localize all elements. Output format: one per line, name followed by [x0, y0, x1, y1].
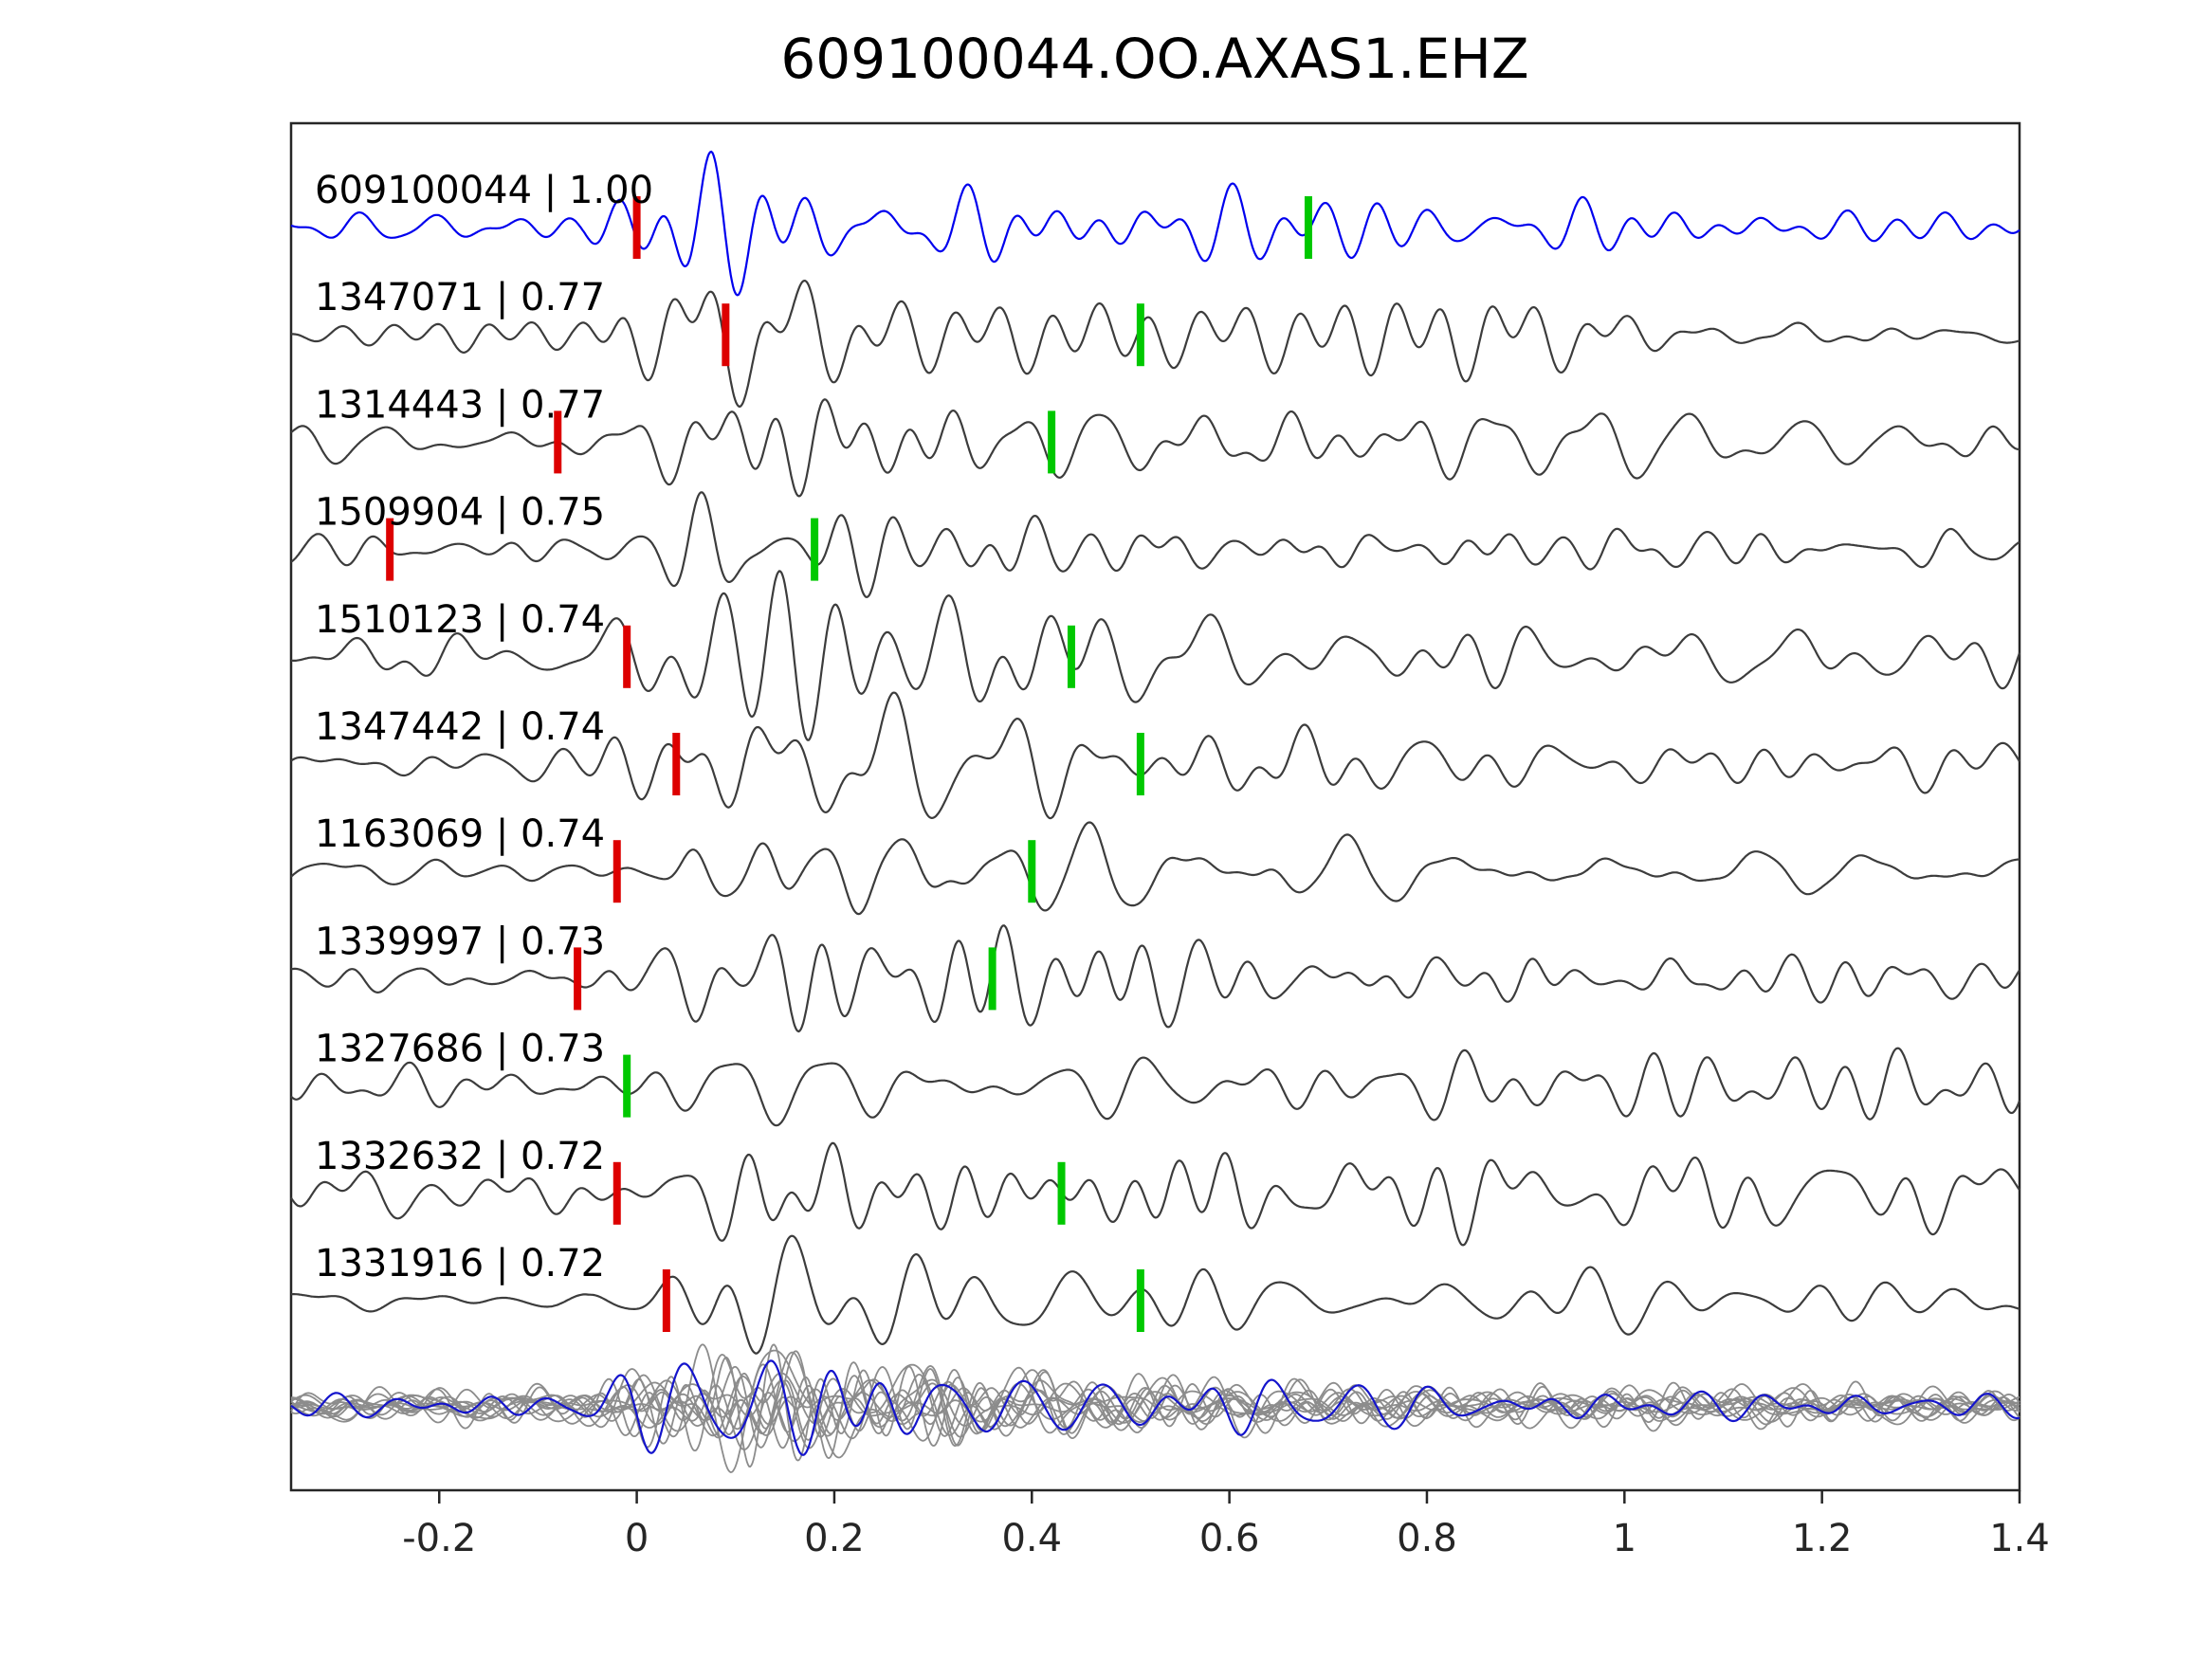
plot-frame: [289, 121, 2021, 1492]
x-tick-label: 0.2: [804, 1517, 865, 1560]
x-tick-label: 0: [625, 1517, 649, 1560]
match-waveform: [290, 398, 2020, 498]
trace-label: 1347442 | 0.74: [315, 705, 605, 749]
match-waveform: [290, 491, 2020, 599]
pick-markers-group: [386, 196, 1312, 1332]
plot-title: 609100044.OO.AXAS1.EHZ: [780, 27, 1528, 91]
x-tick-label: 1.2: [1792, 1517, 1853, 1560]
match-waveform: [290, 821, 2020, 916]
overlay-gray-trace: [290, 1375, 2020, 1449]
green-pick-marker: [988, 947, 996, 1011]
match-waveform: [290, 279, 2020, 409]
red-pick-marker: [623, 625, 631, 688]
trace-label: 1347071 | 0.77: [315, 276, 605, 319]
trace-label: 1332632 | 0.72: [315, 1135, 605, 1178]
green-pick-marker: [1136, 1269, 1144, 1332]
green-pick-marker: [1028, 840, 1036, 903]
overlay-gray-trace: [290, 1349, 2020, 1473]
trace-label: 1327686 | 0.73: [315, 1028, 605, 1071]
x-tick-label: -0.2: [402, 1517, 476, 1560]
trace-label: 609100044 | 1.00: [315, 169, 653, 212]
trace-label: 1163069 | 0.74: [315, 812, 605, 856]
trace-label: 1510123 | 0.74: [315, 598, 605, 642]
match-waveform: [290, 1047, 2021, 1127]
green-pick-marker: [1048, 410, 1056, 474]
match-waveform: [291, 1234, 2020, 1355]
overlay-template-trace: [290, 1359, 2020, 1456]
waveform-traces-group: [290, 150, 2021, 1355]
match-waveform: [290, 691, 2020, 820]
x-tick-label: 1: [1613, 1517, 1636, 1560]
red-pick-marker: [672, 733, 681, 795]
plot-frame-group: [289, 121, 2021, 1492]
red-pick-marker: [574, 947, 582, 1011]
overlay-gray-trace: [290, 1365, 2020, 1449]
green-pick-marker: [623, 1054, 631, 1118]
red-pick-marker: [612, 840, 621, 903]
trace-label: 1339997 | 0.73: [315, 920, 605, 963]
red-pick-marker: [662, 1269, 670, 1332]
red-pick-marker: [386, 518, 394, 581]
trace-label: 1331916 | 0.72: [315, 1242, 605, 1285]
green-pick-marker: [811, 518, 819, 581]
red-pick-marker: [722, 303, 730, 367]
trace-labels-group: 609100044 | 1.00 1347071 | 0.77 1314443 | …: [315, 169, 653, 1285]
template-waveform: [290, 150, 2020, 297]
red-pick-marker: [632, 196, 641, 259]
green-pick-marker: [1136, 733, 1144, 795]
trace-label: 1509904 | 0.75: [315, 491, 605, 535]
match-waveform: [290, 1141, 2020, 1247]
green-pick-marker: [1136, 303, 1144, 367]
x-tick-label: 0.4: [1001, 1517, 1062, 1560]
overlay-traces-group: [290, 1343, 2020, 1473]
green-pick-marker: [1304, 196, 1312, 259]
red-pick-marker: [612, 1161, 621, 1225]
x-axis-group: -0.2 0 0.2 0.4 0.6 0.8 1 1.2 1.4: [402, 1490, 2050, 1560]
x-tick-label: 1.4: [1989, 1517, 2050, 1560]
green-pick-marker: [1057, 1161, 1066, 1225]
green-pick-marker: [1067, 625, 1075, 688]
red-pick-marker: [554, 410, 562, 474]
x-tick-label: 0.8: [1397, 1517, 1457, 1560]
trace-label: 1314443 | 0.77: [315, 383, 605, 427]
match-waveform: [290, 570, 2021, 741]
x-tick-label: 0.6: [1199, 1517, 1260, 1560]
